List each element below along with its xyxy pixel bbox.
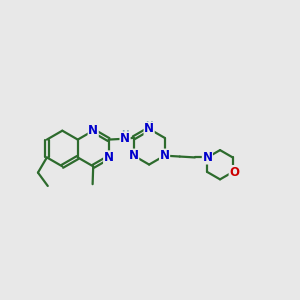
Text: H: H [121,130,129,139]
Text: N: N [104,151,114,164]
Text: N: N [144,122,154,135]
Text: N: N [160,149,170,162]
Text: N: N [202,151,212,164]
Text: H: H [145,121,153,130]
Text: O: O [229,166,239,178]
Text: N: N [129,149,139,162]
Text: N: N [120,132,130,145]
Text: N: N [88,124,98,137]
